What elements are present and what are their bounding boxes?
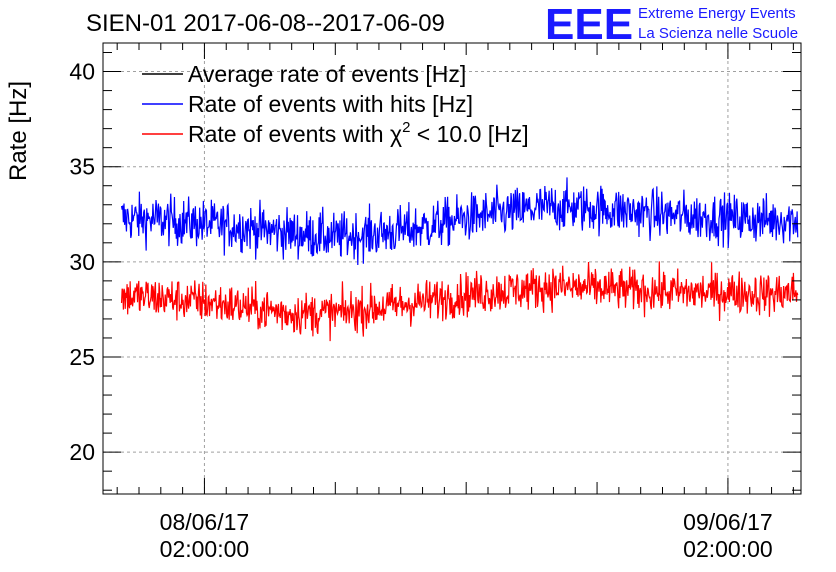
series-chi2-line bbox=[120, 261, 799, 342]
y-axis-label: Rate [Hz] bbox=[5, 81, 32, 181]
plot-frame bbox=[102, 42, 802, 495]
series-hits-line bbox=[120, 177, 799, 266]
logo-line-1: Extreme Energy Events bbox=[638, 5, 796, 22]
logo-mark: EEE bbox=[545, 0, 633, 49]
y-tick-label: 40 bbox=[69, 59, 95, 85]
chart-title: SIEN-01 2017-06-08--2017-06-09 bbox=[86, 10, 445, 37]
legend-label: Rate of events with hits [Hz] bbox=[188, 91, 473, 117]
x-tick-time: 02:00:00 bbox=[683, 536, 773, 562]
y-tick-label: 25 bbox=[69, 344, 95, 370]
x-tick-date: 09/06/17 bbox=[683, 509, 773, 535]
y-tick-label: 20 bbox=[69, 439, 95, 465]
axis-ticks bbox=[103, 43, 801, 494]
legend-label: Rate of events with χ2 < 10.0 [Hz] bbox=[188, 119, 529, 147]
grid-lines bbox=[103, 43, 801, 494]
x-tick-date: 08/06/17 bbox=[160, 509, 250, 535]
x-tick-time: 02:00:00 bbox=[160, 536, 250, 562]
logo-line-2: La Scienza nelle Scuole bbox=[638, 25, 798, 42]
series-layer bbox=[120, 177, 799, 342]
y-tick-labels: 20 25 30 35 40 bbox=[69, 59, 95, 466]
eee-logo: EEE Extreme Energy Events La Scienza nel… bbox=[545, 0, 798, 49]
legend: Average rate of events [Hz] Rate of event… bbox=[142, 61, 529, 147]
y-tick-label: 30 bbox=[69, 249, 95, 275]
legend-label: Average rate of events [Hz] bbox=[188, 61, 466, 87]
y-tick-label: 35 bbox=[69, 154, 95, 180]
